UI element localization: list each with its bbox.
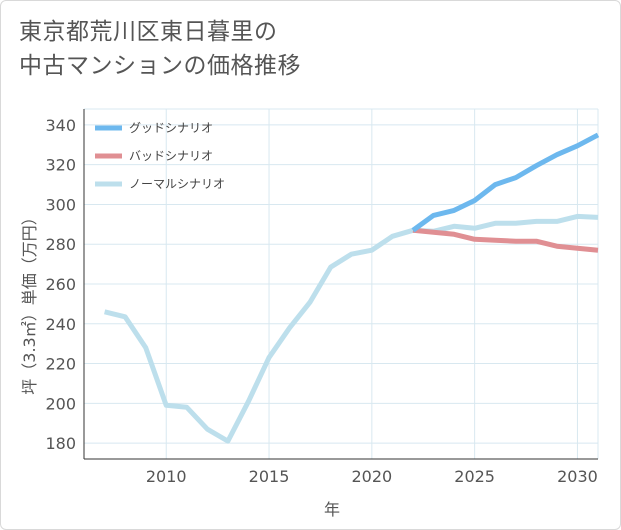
legend-item-normal[interactable]: ノーマルシナリオ <box>95 177 225 191</box>
grid <box>84 108 599 459</box>
series-lines <box>104 132 600 444</box>
x-tick-label: 2030 <box>557 467 598 486</box>
x-tick-label: 2020 <box>351 467 392 486</box>
y-tick-label: 300 <box>45 195 76 214</box>
x-axis-title: 年 <box>324 500 340 519</box>
y-tick-label: 220 <box>45 355 76 374</box>
y-tick-label: 260 <box>45 275 76 294</box>
x-tick-label: 2010 <box>146 467 187 486</box>
series-line-bad <box>412 227 599 253</box>
x-tick-label: 2025 <box>454 467 495 486</box>
y-tick-label: 280 <box>45 235 76 254</box>
y-tick-label: 180 <box>45 434 76 453</box>
y-axis-title: 坪（3.3㎡）単価（万円） <box>20 209 39 394</box>
legend-label: バッドシナリオ <box>129 149 213 163</box>
chart-title-line-1: 東京都荒川区東日暮里の <box>19 19 278 45</box>
legend-item-bad[interactable]: バッドシナリオ <box>95 149 213 163</box>
chart-title: 東京都荒川区東日暮里の 中古マンションの価格推移 <box>19 15 301 83</box>
series-line-good <box>411 132 600 233</box>
chart-title-line-2: 中古マンションの価格推移 <box>19 53 301 79</box>
legend-label: グッドシナリオ <box>129 121 213 135</box>
y-tick-label: 340 <box>45 116 76 135</box>
legend-item-good[interactable]: グッドシナリオ <box>95 121 213 135</box>
legend-label: ノーマルシナリオ <box>129 177 225 191</box>
series-line-normal <box>104 213 599 444</box>
y-tick-label: 320 <box>45 156 76 175</box>
axes: 2010 2015 2020 2025 2030 180 200 220 240 260 280 30… <box>45 109 598 486</box>
y-tick-label: 200 <box>45 394 76 413</box>
y-tick-label: 240 <box>45 315 76 334</box>
x-tick-label: 2015 <box>249 467 290 486</box>
